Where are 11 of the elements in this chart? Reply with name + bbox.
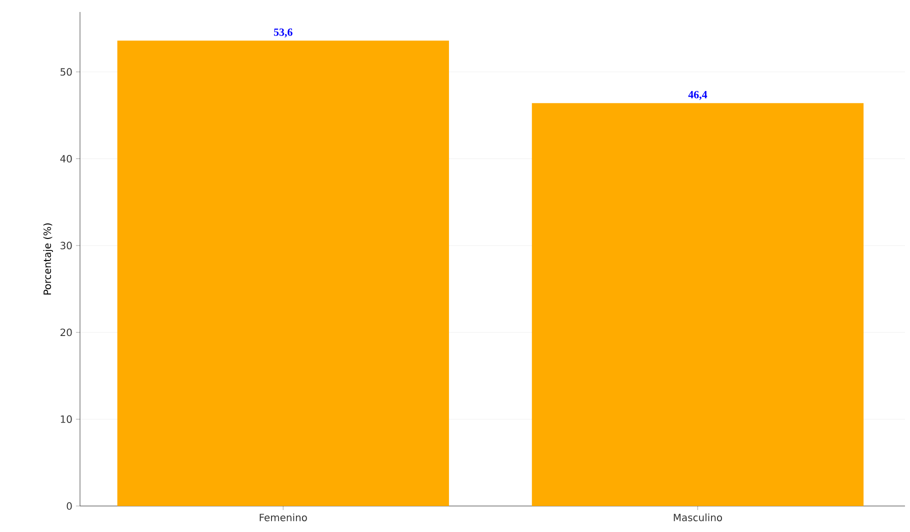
y-tick-label: 40 [60,154,72,162]
x-tick-label: Femenino [260,514,307,522]
y-tick-label: 10 [60,415,72,423]
data-label: 46,4 [688,91,708,100]
y-axis-title: Porcentaje (%) [43,223,53,294]
y-tick-label: 30 [60,242,72,250]
data-label: 53,6 [274,28,292,38]
y-tick-label: 0 [66,502,72,510]
y-tick-label: 50 [60,68,72,76]
x-tick-label: Masculino [674,514,722,522]
y-tick-label: 20 [60,328,72,336]
